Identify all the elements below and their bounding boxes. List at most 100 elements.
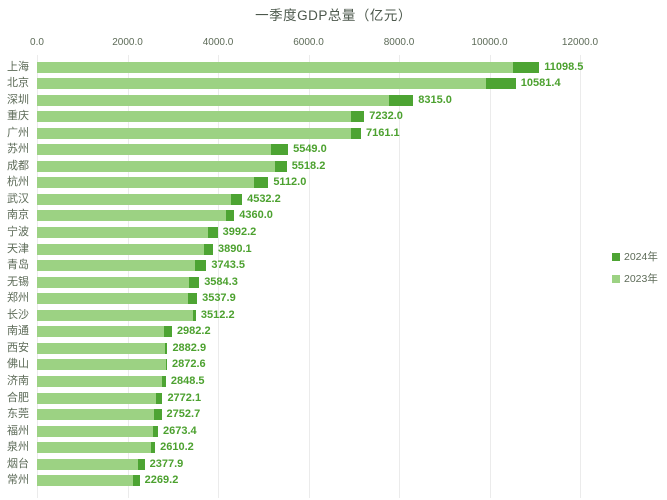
bar-2023 xyxy=(37,276,190,288)
bar-row: 南通 2982.2 xyxy=(0,323,667,340)
value-label: 2269.2 xyxy=(144,474,179,487)
bar-2024-increment xyxy=(226,210,235,222)
x-axis-tick-label: 8000.0 xyxy=(383,37,415,48)
category-label: 宁波 xyxy=(7,226,29,238)
category-label: 合肥 xyxy=(7,391,29,404)
category-label: 深圳 xyxy=(7,93,29,106)
value-label: 2610.2 xyxy=(160,441,194,454)
bar-2023 xyxy=(37,425,154,437)
bar-2023 xyxy=(37,144,272,156)
category-label: 泉州 xyxy=(7,441,29,454)
bar-row: 常州 2269.2 xyxy=(0,472,667,489)
category-label: 广州 xyxy=(7,126,29,139)
legend: 2024年 2023年 xyxy=(612,250,658,294)
x-gridline xyxy=(308,55,310,498)
bar-row: 深圳 8315.0 xyxy=(0,92,667,109)
bar-2023 xyxy=(37,243,204,255)
bar-row: 上海 11098.5 xyxy=(0,59,667,76)
value-label: 4360.0 xyxy=(239,209,273,222)
bar-2023 xyxy=(37,78,486,90)
bar-2024-increment xyxy=(389,94,414,106)
bar-2023 xyxy=(37,193,232,205)
bar-row: 西安 2882.9 xyxy=(0,340,667,357)
category-label: 常州 xyxy=(7,474,29,487)
value-label: 2882.9 xyxy=(172,341,207,354)
bar-2023 xyxy=(37,458,138,470)
bar-2023 xyxy=(37,111,352,123)
bar-2024-increment xyxy=(274,160,287,172)
value-label: 5112.0 xyxy=(273,176,307,189)
bar-row: 无锡 3584.3 xyxy=(0,274,667,291)
category-label: 南京 xyxy=(7,209,29,222)
bar-row: 武汉 4532.2 xyxy=(0,191,667,208)
category-label: 成都 xyxy=(7,159,29,172)
bar-2024-increment xyxy=(163,326,172,338)
category-label: 重庆 xyxy=(7,110,29,123)
category-label: 北京 xyxy=(7,77,29,90)
x-axis-tick-label: 10000.0 xyxy=(471,37,508,48)
bar-row: 合肥 2772.1 xyxy=(0,390,667,407)
bar-row: 广州 7161.1 xyxy=(0,125,667,142)
value-label: 3512.2 xyxy=(200,308,235,321)
x-gridline xyxy=(127,55,129,498)
x-gridline xyxy=(218,55,219,498)
bar-2024-increment xyxy=(231,193,243,205)
category-label: 天津 xyxy=(7,242,29,255)
bar-row: 重庆 7232.0 xyxy=(0,108,667,125)
value-label: 2772.1 xyxy=(167,391,202,404)
value-label: 3890.1 xyxy=(218,242,252,255)
value-label: 2752.7 xyxy=(166,408,201,421)
bar-row: 东莞 2752.7 xyxy=(0,406,667,423)
bar-row: 天津 3890.1 xyxy=(0,241,667,258)
x-gridline xyxy=(580,55,581,498)
x-gridline xyxy=(37,55,38,498)
bar-2024-increment xyxy=(165,359,167,371)
bar-2023 xyxy=(37,375,162,387)
value-label: 10581.4 xyxy=(520,77,561,90)
category-label: 武汉 xyxy=(7,192,29,205)
bar-2024-increment xyxy=(156,392,163,404)
value-label: 3743.5 xyxy=(211,259,246,272)
bar-2024-increment xyxy=(203,243,213,255)
value-label: 2673.4 xyxy=(162,424,197,437)
bar-2024-increment xyxy=(351,111,365,123)
bar-2024-increment xyxy=(485,78,516,90)
value-label: 2848.5 xyxy=(170,374,205,387)
bar-2023 xyxy=(37,475,134,487)
x-axis-tick-label: 4000.0 xyxy=(202,37,234,48)
bar-2024-increment xyxy=(151,442,156,454)
x-axis-tick-label: 2000.0 xyxy=(112,37,143,48)
bar-row: 苏州 5549.0 xyxy=(0,141,667,158)
value-label: 4532.2 xyxy=(247,192,281,205)
category-label: 南通 xyxy=(7,325,29,338)
bar-2023 xyxy=(37,210,227,222)
value-label: 8315.0 xyxy=(418,93,452,106)
bar-2023 xyxy=(37,409,154,421)
value-label: 5518.2 xyxy=(291,159,326,172)
value-label: 7161.1 xyxy=(366,126,400,139)
category-label: 东莞 xyxy=(7,408,29,421)
category-label: 杭州 xyxy=(7,176,29,189)
bar-2024-increment xyxy=(133,475,140,487)
category-label: 福州 xyxy=(7,424,29,437)
bar-row: 北京 10581.4 xyxy=(0,75,667,92)
bar-2023 xyxy=(37,260,195,272)
category-label: 西安 xyxy=(7,341,29,354)
bar-2023 xyxy=(37,326,164,338)
bar-2023 xyxy=(37,359,166,371)
bar-2023 xyxy=(37,227,209,238)
legend-item: 2023年 xyxy=(612,272,658,285)
x-axis-tick-label: 6000.0 xyxy=(293,37,324,48)
category-label: 佛山 xyxy=(7,358,29,371)
bar-2023 xyxy=(37,293,189,305)
value-label: 3537.9 xyxy=(202,292,236,305)
bar-2024-increment xyxy=(271,144,289,156)
value-label: 7232.0 xyxy=(369,110,403,123)
x-gridline xyxy=(399,55,400,498)
bar-row: 郑州 3537.9 xyxy=(0,290,667,307)
bar-2024-increment xyxy=(161,375,166,387)
value-label: 5549.0 xyxy=(293,143,327,156)
bar-2024-increment xyxy=(253,177,269,189)
bar-2024-increment xyxy=(351,127,362,139)
